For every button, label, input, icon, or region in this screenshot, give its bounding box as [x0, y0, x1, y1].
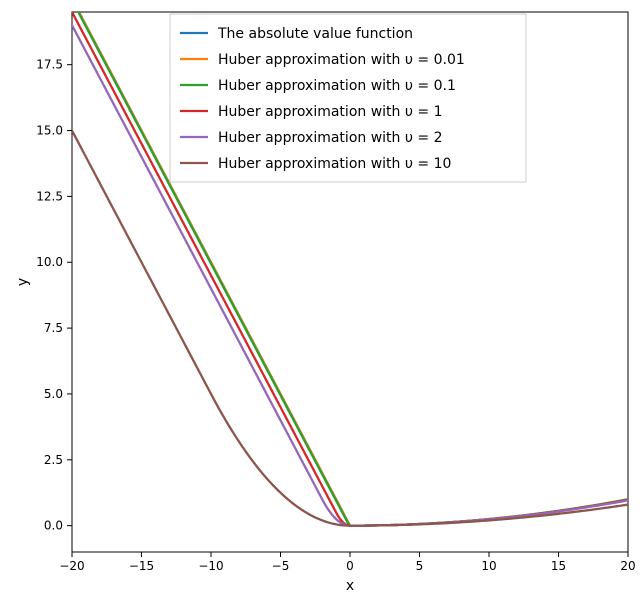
x-tick-label: −10: [198, 559, 223, 573]
x-tick-label: 0: [346, 559, 354, 573]
x-tick-label: 20: [620, 559, 635, 573]
y-tick-label: 7.5: [44, 321, 63, 335]
legend: The absolute value function Huber approxi…: [170, 14, 526, 182]
y-tick-label: 0.0: [44, 519, 63, 533]
legend-label-h10: Huber approximation with υ = 10: [218, 156, 451, 172]
legend-label-h1: Huber approximation with υ = 1: [218, 104, 443, 120]
x-tick-label: 15: [551, 559, 566, 573]
x-axis-label: x: [346, 578, 354, 594]
x-tick-label: −20: [59, 559, 84, 573]
y-tick-label: 5.0: [44, 387, 63, 401]
chart-svg: −20 −15 −10 −5 0 5 10 15 20 0.0 2.5 5.0 7.5 10.0 12.5…: [0, 0, 640, 609]
series-h10: [72, 131, 628, 526]
y-tick-label: 2.5: [44, 453, 63, 467]
y-tick-label: 10.0: [36, 255, 63, 269]
legend-label-h001: Huber approximation with υ = 0.01: [218, 52, 465, 68]
y-tick-label: 17.5: [36, 58, 63, 72]
legend-label-h2: Huber approximation with υ = 2: [218, 130, 443, 146]
x-tick-label: 10: [481, 559, 496, 573]
y-tick-label: 12.5: [36, 189, 63, 203]
x-tick-label: −15: [129, 559, 154, 573]
y-ticks: 0.0 2.5 5.0 7.5 10.0 12.5 15.0 17.5: [36, 58, 72, 533]
chart-container: −20 −15 −10 −5 0 5 10 15 20 0.0 2.5 5.0 7.5 10.0 12.5…: [0, 0, 640, 609]
y-axis-label: y: [15, 278, 31, 286]
legend-label-h01: Huber approximation with υ = 0.1: [218, 78, 456, 94]
x-tick-label: 5: [416, 559, 424, 573]
x-ticks: −20 −15 −10 −5 0 5 10 15 20: [59, 552, 635, 573]
x-tick-label: −5: [272, 559, 290, 573]
legend-label-abs: The absolute value function: [217, 26, 413, 42]
y-tick-label: 15.0: [36, 124, 63, 138]
